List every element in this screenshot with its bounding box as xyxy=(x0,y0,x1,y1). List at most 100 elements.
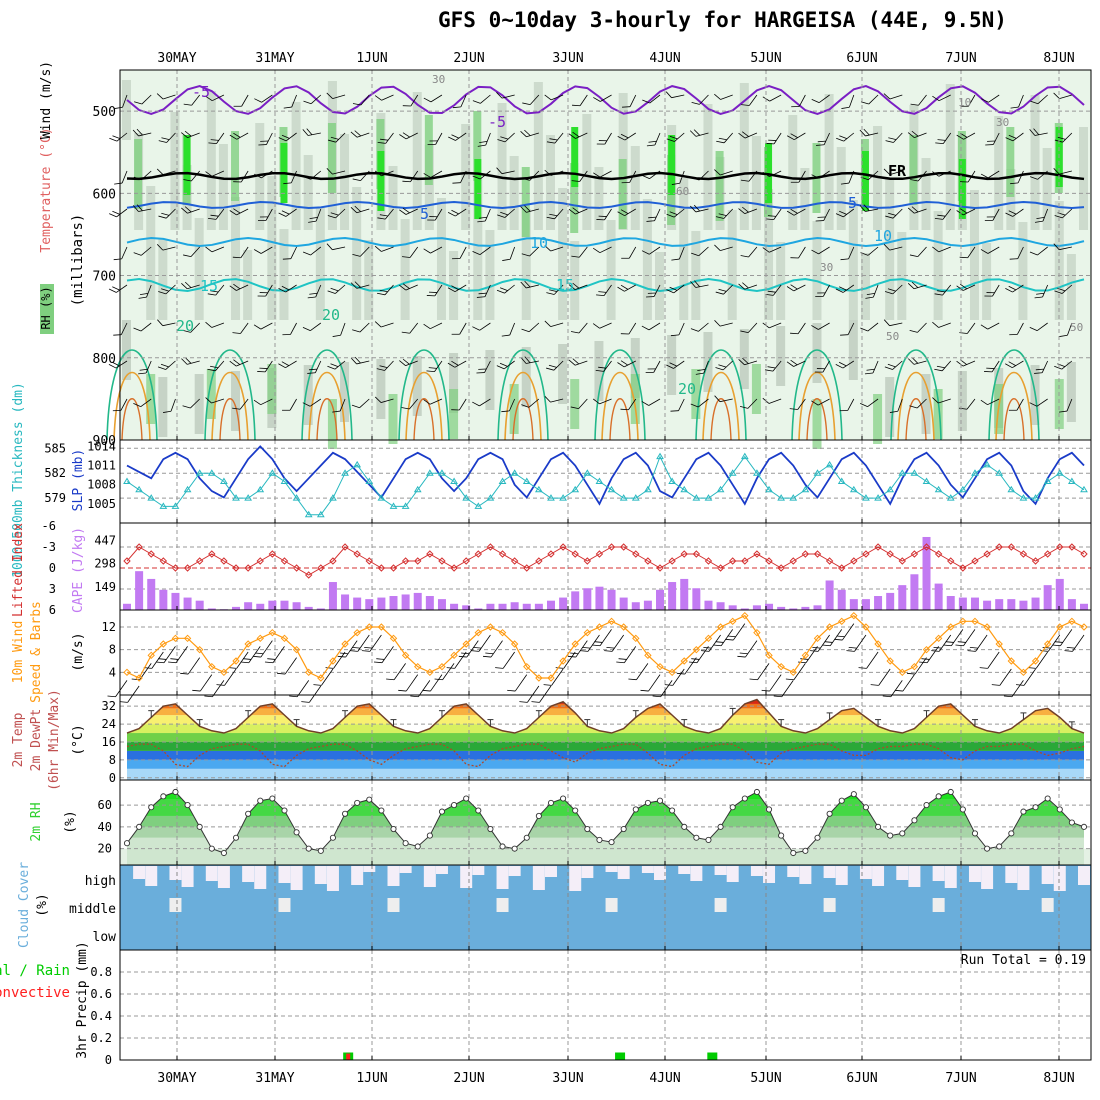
wind-barb xyxy=(447,208,467,217)
barb-staff xyxy=(992,208,1000,221)
barb-feather xyxy=(984,371,993,373)
barb-staff xyxy=(504,360,515,370)
wind-barb xyxy=(302,398,322,407)
barb-staff xyxy=(285,208,297,217)
wind-barb xyxy=(158,208,176,219)
wind-barb xyxy=(427,208,443,221)
barb-feather xyxy=(352,253,361,257)
barb-staff xyxy=(310,322,322,331)
barb-staff xyxy=(550,246,564,252)
triangle-marker xyxy=(716,485,725,493)
barb-feather xyxy=(136,204,143,211)
rh2m-axis-label: 2m RH xyxy=(29,802,44,841)
barb-feather xyxy=(764,369,774,372)
cloud-high-gap xyxy=(145,866,158,886)
barb-feather xyxy=(980,399,988,406)
rh-gray-cell xyxy=(255,123,265,230)
wind-barb xyxy=(1029,398,1048,407)
barb-feather xyxy=(350,206,358,214)
wind-barb xyxy=(476,360,491,374)
barb-staff xyxy=(723,208,733,219)
barb-staff xyxy=(460,94,467,108)
barb-feather xyxy=(1005,288,1013,293)
barb-feather xyxy=(520,206,527,213)
barb-feather xyxy=(691,101,700,105)
barb-feather xyxy=(593,172,601,178)
barb-feather xyxy=(652,695,661,698)
wind10-barb xyxy=(652,680,673,698)
wind-barb xyxy=(423,170,443,178)
barb-feather xyxy=(790,359,798,366)
wind10-barb xyxy=(143,651,164,669)
thickness-line xyxy=(126,455,1085,516)
circle-marker xyxy=(656,797,664,804)
diamond-marker xyxy=(341,640,349,648)
cape-bar xyxy=(1043,585,1052,610)
barb-feather xyxy=(817,216,826,218)
circle-marker xyxy=(753,788,760,796)
temp-line xyxy=(126,698,1085,734)
triangle-marker xyxy=(619,494,628,501)
diamond-marker xyxy=(559,543,567,551)
diamond-marker xyxy=(256,634,264,643)
rh-gray-cell xyxy=(449,251,459,320)
barb-feather xyxy=(846,650,855,652)
diamond-marker xyxy=(389,634,398,643)
wind-barb xyxy=(691,94,709,105)
barb-staff xyxy=(334,360,346,370)
diamond-marker xyxy=(220,668,228,677)
rh-gray-cell xyxy=(885,179,895,320)
circle-marker xyxy=(414,843,421,850)
cloud-high-gap xyxy=(690,866,703,881)
barb-staff xyxy=(938,246,951,253)
cape-bar xyxy=(983,600,992,610)
diamond-marker xyxy=(523,564,531,572)
wind-barb xyxy=(764,360,782,372)
rh-gray-cell xyxy=(776,326,786,386)
rh-gray-cell xyxy=(558,344,568,404)
cape-bar xyxy=(534,603,543,610)
wind-barb xyxy=(617,360,636,368)
barb-feather xyxy=(865,296,874,299)
barb-staff xyxy=(1017,246,1024,259)
barb-feather xyxy=(478,368,487,370)
barb-staff xyxy=(1023,668,1036,686)
wind-barb xyxy=(908,357,927,365)
wind10-barb xyxy=(604,634,624,652)
circle-marker xyxy=(741,795,748,802)
wind-barb xyxy=(690,398,709,408)
barb-feather xyxy=(885,215,894,219)
triangle-marker xyxy=(304,510,313,518)
barb-staff xyxy=(454,360,467,368)
barb-feather xyxy=(183,254,192,258)
barb-feather xyxy=(402,283,410,289)
triangle-marker xyxy=(692,494,701,501)
barb-feather xyxy=(834,638,843,641)
barb-staff xyxy=(793,360,806,367)
barb-staff xyxy=(360,170,370,181)
barb-feather xyxy=(354,130,362,137)
cape-bar xyxy=(958,597,967,610)
barb-feather xyxy=(402,132,410,138)
barb-feather xyxy=(839,286,847,291)
barb-staff xyxy=(291,94,297,108)
triangle-marker xyxy=(183,485,192,493)
cloud-high-gap xyxy=(326,866,339,891)
rh-gray-cell xyxy=(788,115,798,230)
cloud-high-gap xyxy=(290,866,303,890)
wind-barb xyxy=(980,322,1000,330)
circle-marker xyxy=(935,793,942,800)
triangle-marker xyxy=(510,469,519,476)
barb-staff xyxy=(141,170,152,180)
wind-barb xyxy=(570,322,588,334)
barb-feather xyxy=(133,327,142,332)
wind-barb xyxy=(162,398,176,413)
barb-staff xyxy=(793,663,806,680)
barb-staff xyxy=(215,360,225,372)
barb-staff xyxy=(1011,680,1024,697)
barb-feather xyxy=(472,100,481,104)
wind-barb xyxy=(935,132,952,145)
barb-staff xyxy=(454,651,467,669)
barb-feather xyxy=(1029,129,1036,136)
barb-staff xyxy=(1034,132,1048,136)
